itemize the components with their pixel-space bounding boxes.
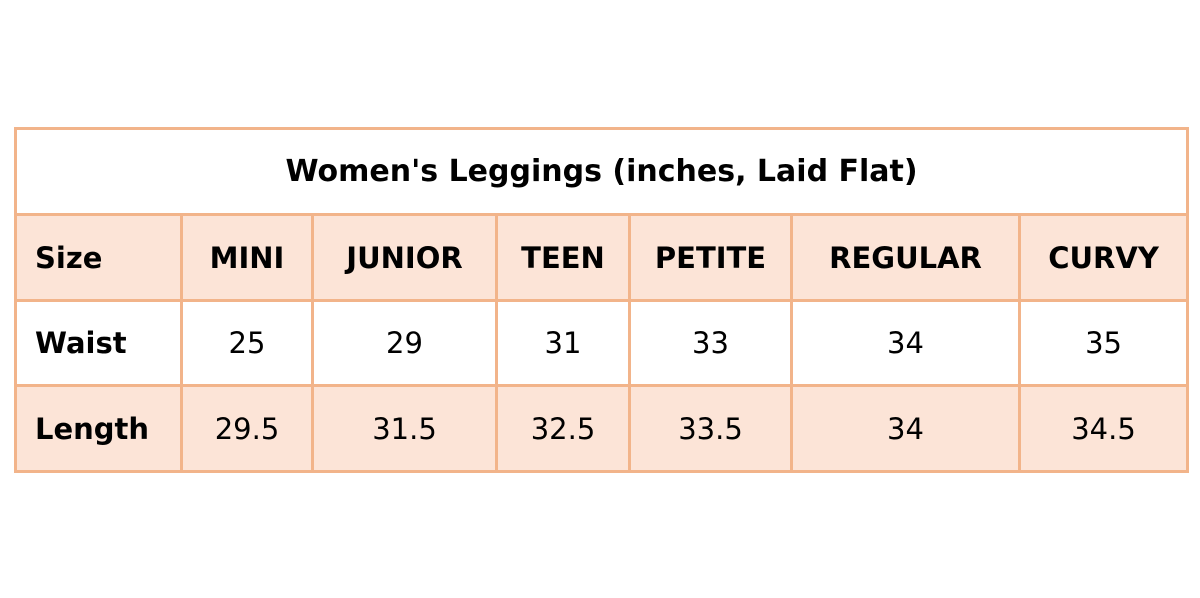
row-label-size: Size: [14, 213, 183, 302]
table-cell: 33.5: [628, 384, 793, 473]
table-row-waist: Waist 25 29 31 33 34 35: [14, 299, 1190, 387]
table-cell: 34.5: [1017, 384, 1190, 473]
table-cell: 35: [1017, 299, 1190, 387]
size-header-regular: REGULAR: [790, 213, 1021, 302]
table-cell: 33: [628, 299, 793, 387]
header-row: Size MINI JUNIOR TEEN PETITE REGULAR CUR…: [14, 213, 1190, 302]
table-cell: 32.5: [495, 384, 631, 473]
table-cell: 29.5: [180, 384, 314, 473]
table-cell: 31: [495, 299, 631, 387]
size-chart-table: Women's Leggings (inches, Laid Flat) Siz…: [13, 127, 1190, 473]
table-cell: 25: [180, 299, 314, 387]
table-cell: 34: [790, 384, 1021, 473]
table-cell: 34: [790, 299, 1021, 387]
row-label-length: Length: [14, 384, 183, 473]
size-header-curvy: CURVY: [1017, 213, 1190, 302]
size-header-junior: JUNIOR: [311, 213, 498, 302]
size-header-mini: MINI: [180, 213, 314, 302]
size-header-teen: TEEN: [495, 213, 631, 302]
table-cell: 31.5: [311, 384, 498, 473]
size-header-petite: PETITE: [628, 213, 793, 302]
row-label-waist: Waist: [14, 299, 183, 387]
table-title: Women's Leggings (inches, Laid Flat): [13, 127, 1190, 216]
size-chart: Women's Leggings (inches, Laid Flat) Siz…: [13, 127, 1190, 473]
table-row-length: Length 29.5 31.5 32.5 33.5 34 34.5: [14, 384, 1190, 473]
table-cell: 29: [311, 299, 498, 387]
